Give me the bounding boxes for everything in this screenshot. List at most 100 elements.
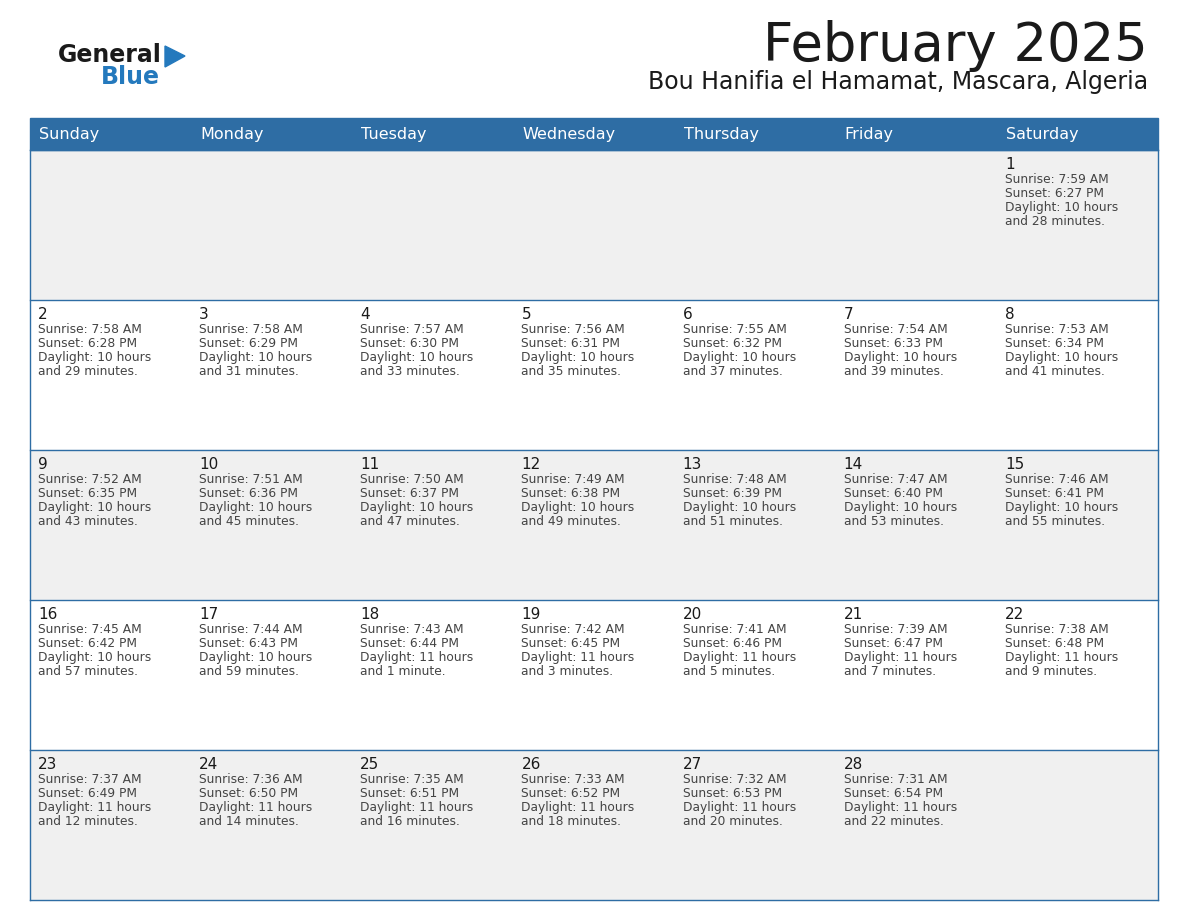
Text: Daylight: 10 hours: Daylight: 10 hours [38, 351, 151, 364]
Text: and 16 minutes.: and 16 minutes. [360, 815, 460, 828]
Text: Sunrise: 7:52 AM: Sunrise: 7:52 AM [38, 473, 141, 486]
Text: and 29 minutes.: and 29 minutes. [38, 365, 138, 378]
Bar [30, 300, 1158, 450]
Text: 11: 11 [360, 457, 379, 472]
Text: 15: 15 [1005, 457, 1024, 472]
Text: Daylight: 11 hours: Daylight: 11 hours [683, 651, 796, 664]
Text: Sunrise: 7:51 AM: Sunrise: 7:51 AM [200, 473, 303, 486]
Text: Sunrise: 7:50 AM: Sunrise: 7:50 AM [360, 473, 465, 486]
Text: 22: 22 [1005, 607, 1024, 622]
Text: Daylight: 10 hours: Daylight: 10 hours [200, 351, 312, 364]
Text: and 51 minutes.: and 51 minutes. [683, 515, 783, 528]
Text: Tuesday: Tuesday [361, 127, 426, 141]
Text: Sunrise: 7:31 AM: Sunrise: 7:31 AM [843, 773, 947, 786]
Text: 23: 23 [38, 757, 57, 772]
Text: Friday: Friday [845, 127, 893, 141]
Text: Sunset: 6:49 PM: Sunset: 6:49 PM [38, 787, 137, 800]
Text: Daylight: 10 hours: Daylight: 10 hours [1005, 351, 1118, 364]
Text: Sunrise: 7:36 AM: Sunrise: 7:36 AM [200, 773, 303, 786]
Text: Sunset: 6:40 PM: Sunset: 6:40 PM [843, 487, 943, 500]
Text: Saturday: Saturday [1006, 127, 1079, 141]
Text: Sunset: 6:54 PM: Sunset: 6:54 PM [843, 787, 943, 800]
Text: 10: 10 [200, 457, 219, 472]
Text: 26: 26 [522, 757, 541, 772]
Text: Daylight: 10 hours: Daylight: 10 hours [38, 651, 151, 664]
Text: Sunrise: 7:38 AM: Sunrise: 7:38 AM [1005, 623, 1108, 636]
Text: and 12 minutes.: and 12 minutes. [38, 815, 138, 828]
Text: Sunset: 6:36 PM: Sunset: 6:36 PM [200, 487, 298, 500]
Text: Daylight: 10 hours: Daylight: 10 hours [843, 501, 958, 514]
Text: and 20 minutes.: and 20 minutes. [683, 815, 783, 828]
Text: Sunrise: 7:45 AM: Sunrise: 7:45 AM [38, 623, 141, 636]
Text: Daylight: 11 hours: Daylight: 11 hours [522, 801, 634, 814]
Text: Sunrise: 7:41 AM: Sunrise: 7:41 AM [683, 623, 786, 636]
Text: 2: 2 [38, 307, 48, 322]
Text: Daylight: 10 hours: Daylight: 10 hours [360, 501, 474, 514]
Text: Daylight: 11 hours: Daylight: 11 hours [38, 801, 151, 814]
Text: Sunrise: 7:53 AM: Sunrise: 7:53 AM [1005, 323, 1108, 336]
Text: Sunrise: 7:59 AM: Sunrise: 7:59 AM [1005, 173, 1108, 186]
Text: 28: 28 [843, 757, 862, 772]
Text: Sunset: 6:41 PM: Sunset: 6:41 PM [1005, 487, 1104, 500]
Text: and 43 minutes.: and 43 minutes. [38, 515, 138, 528]
Text: Sunset: 6:34 PM: Sunset: 6:34 PM [1005, 337, 1104, 350]
Text: and 47 minutes.: and 47 minutes. [360, 515, 460, 528]
Text: and 53 minutes.: and 53 minutes. [843, 515, 943, 528]
Text: 13: 13 [683, 457, 702, 472]
Text: and 45 minutes.: and 45 minutes. [200, 515, 299, 528]
Bar [30, 118, 1158, 150]
Text: 7: 7 [843, 307, 853, 322]
Text: Sunrise: 7:48 AM: Sunrise: 7:48 AM [683, 473, 786, 486]
Text: 12: 12 [522, 457, 541, 472]
Text: 19: 19 [522, 607, 541, 622]
Text: Daylight: 10 hours: Daylight: 10 hours [683, 351, 796, 364]
Text: 3: 3 [200, 307, 209, 322]
Text: and 7 minutes.: and 7 minutes. [843, 665, 936, 678]
Text: Daylight: 11 hours: Daylight: 11 hours [522, 651, 634, 664]
Text: Daylight: 11 hours: Daylight: 11 hours [1005, 651, 1118, 664]
Text: Daylight: 11 hours: Daylight: 11 hours [683, 801, 796, 814]
Text: and 1 minute.: and 1 minute. [360, 665, 446, 678]
Text: and 39 minutes.: and 39 minutes. [843, 365, 943, 378]
Text: 5: 5 [522, 307, 531, 322]
Text: Daylight: 10 hours: Daylight: 10 hours [683, 501, 796, 514]
Text: Sunrise: 7:54 AM: Sunrise: 7:54 AM [843, 323, 948, 336]
Text: Sunrise: 7:44 AM: Sunrise: 7:44 AM [200, 623, 303, 636]
Text: Sunset: 6:50 PM: Sunset: 6:50 PM [200, 787, 298, 800]
Text: and 9 minutes.: and 9 minutes. [1005, 665, 1097, 678]
Text: Daylight: 10 hours: Daylight: 10 hours [1005, 501, 1118, 514]
Text: 21: 21 [843, 607, 862, 622]
Bar [30, 750, 1158, 900]
Text: 20: 20 [683, 607, 702, 622]
Text: Daylight: 11 hours: Daylight: 11 hours [360, 801, 474, 814]
Text: and 37 minutes.: and 37 minutes. [683, 365, 783, 378]
Text: Sunrise: 7:58 AM: Sunrise: 7:58 AM [200, 323, 303, 336]
Bar [30, 450, 1158, 600]
Text: 17: 17 [200, 607, 219, 622]
Text: 18: 18 [360, 607, 379, 622]
Text: Daylight: 10 hours: Daylight: 10 hours [200, 501, 312, 514]
Text: Sunset: 6:30 PM: Sunset: 6:30 PM [360, 337, 460, 350]
Text: Sunset: 6:45 PM: Sunset: 6:45 PM [522, 637, 620, 650]
Text: Sunset: 6:35 PM: Sunset: 6:35 PM [38, 487, 137, 500]
Text: Monday: Monday [200, 127, 264, 141]
Text: 16: 16 [38, 607, 57, 622]
Text: and 18 minutes.: and 18 minutes. [522, 815, 621, 828]
Text: Sunset: 6:31 PM: Sunset: 6:31 PM [522, 337, 620, 350]
Text: Blue: Blue [101, 65, 160, 89]
Text: Sunset: 6:39 PM: Sunset: 6:39 PM [683, 487, 782, 500]
Text: and 49 minutes.: and 49 minutes. [522, 515, 621, 528]
Text: Sunset: 6:46 PM: Sunset: 6:46 PM [683, 637, 782, 650]
Text: and 31 minutes.: and 31 minutes. [200, 365, 299, 378]
Text: Daylight: 11 hours: Daylight: 11 hours [843, 651, 958, 664]
Text: Sunset: 6:51 PM: Sunset: 6:51 PM [360, 787, 460, 800]
Text: Sunset: 6:37 PM: Sunset: 6:37 PM [360, 487, 460, 500]
Text: Daylight: 10 hours: Daylight: 10 hours [522, 351, 634, 364]
Text: and 3 minutes.: and 3 minutes. [522, 665, 613, 678]
Text: 8: 8 [1005, 307, 1015, 322]
Text: Sunrise: 7:43 AM: Sunrise: 7:43 AM [360, 623, 463, 636]
Text: and 5 minutes.: and 5 minutes. [683, 665, 775, 678]
Text: Sunrise: 7:57 AM: Sunrise: 7:57 AM [360, 323, 465, 336]
Text: Sunrise: 7:55 AM: Sunrise: 7:55 AM [683, 323, 786, 336]
Text: Sunrise: 7:49 AM: Sunrise: 7:49 AM [522, 473, 625, 486]
